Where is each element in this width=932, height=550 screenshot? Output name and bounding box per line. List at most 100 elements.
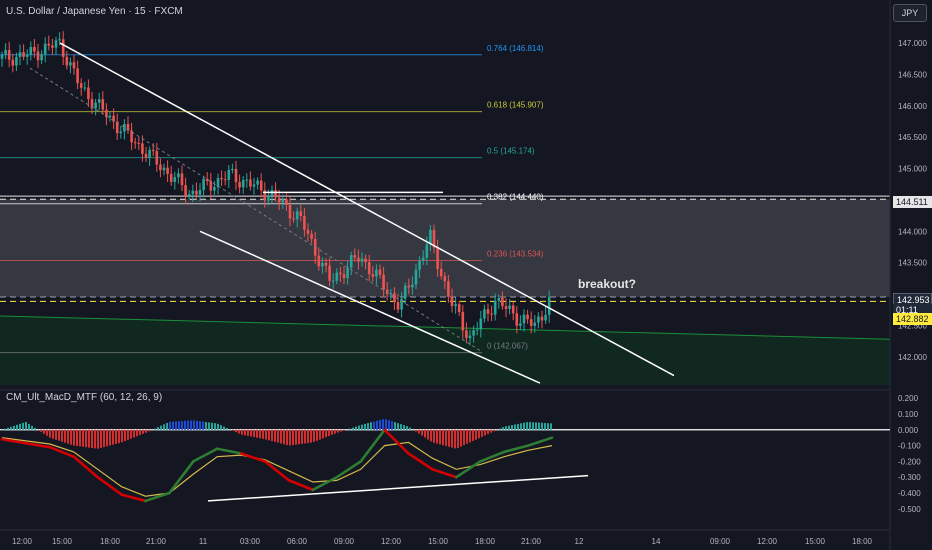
histogram-bar: [373, 421, 375, 430]
histogram-bar: [370, 422, 372, 430]
candle-body: [76, 68, 79, 84]
histogram-bar: [283, 429, 285, 445]
histogram-bar: [532, 422, 534, 430]
price-tick-label: 145.500: [898, 133, 927, 142]
histogram-bar: [292, 429, 294, 446]
histogram-bar: [208, 422, 210, 430]
candle-body: [346, 267, 349, 279]
currency-button[interactable]: JPY: [893, 4, 927, 22]
candle-body: [349, 255, 353, 268]
candle-body: [493, 300, 497, 315]
candle-body: [292, 218, 295, 220]
candle-body: [25, 54, 29, 57]
macd-tick-label: -0.200: [898, 457, 921, 466]
histogram-bar: [103, 429, 105, 448]
histogram-bar: [22, 422, 24, 430]
candle-body: [15, 56, 18, 66]
histogram-bar: [199, 421, 201, 430]
candle-body: [411, 284, 414, 288]
histogram-bar: [154, 428, 156, 430]
histogram-bar: [31, 425, 33, 430]
candle-body: [87, 87, 90, 100]
candle-body: [123, 123, 126, 132]
time-tick-label: 09:00: [334, 537, 355, 546]
candle-body: [51, 45, 54, 48]
histogram-bar: [160, 425, 162, 430]
candle-body: [94, 102, 97, 109]
histogram-bar: [325, 429, 327, 438]
candle-body: [360, 258, 364, 262]
candle-body: [144, 153, 148, 158]
candle-body: [105, 109, 108, 118]
candle-body: [36, 51, 40, 61]
histogram-bar: [340, 429, 342, 432]
candle-body: [367, 262, 371, 275]
macd-line-segment: [144, 491, 171, 503]
histogram-bar: [250, 429, 252, 437]
histogram-bar: [421, 429, 423, 436]
histogram-bar: [76, 429, 78, 447]
macd-line-segment: [431, 468, 458, 479]
histogram-bar: [307, 429, 309, 444]
candle-body: [184, 185, 187, 197]
candle-body: [151, 149, 155, 152]
histogram-bar: [52, 429, 54, 439]
histogram-bar: [445, 429, 447, 447]
histogram-bar: [550, 423, 552, 430]
candle-body: [4, 50, 7, 55]
macd-tick-label: -0.500: [898, 505, 921, 514]
histogram-bar: [280, 429, 282, 444]
histogram-bar: [289, 429, 291, 446]
candle-body: [508, 305, 511, 309]
candle-body: [295, 211, 299, 220]
candle-body: [256, 180, 259, 185]
histogram-bar: [349, 428, 351, 430]
candle-body: [40, 54, 43, 61]
histogram-bar: [121, 429, 123, 443]
histogram-bar: [91, 429, 93, 449]
histogram-bar: [16, 424, 18, 430]
candle-body: [259, 180, 263, 191]
candle-body: [457, 304, 461, 312]
histogram-bar: [523, 422, 525, 430]
candle-body: [213, 187, 216, 191]
histogram-bar: [4, 428, 6, 430]
histogram-bar: [328, 429, 330, 437]
candle-body: [490, 313, 493, 315]
candle-body: [504, 306, 508, 309]
histogram-bar: [244, 429, 246, 436]
candle-body: [277, 197, 281, 203]
candle-body: [83, 87, 87, 89]
time-tick-label: 11: [199, 537, 208, 546]
macd-line-segment: [192, 447, 219, 463]
histogram-bar: [46, 429, 48, 436]
macd-panel: 0.200 0.100 0.000 -0.100 -0.200 -0.300 -0.400 -…: [0, 389, 921, 514]
histogram-bar: [472, 429, 474, 442]
histogram-bar: [400, 424, 402, 430]
candle-body: [483, 309, 486, 319]
histogram-bar: [88, 429, 90, 448]
histogram-bar: [547, 423, 549, 430]
candle-body: [155, 151, 159, 165]
candle-body: [126, 123, 130, 131]
histogram-bar: [475, 429, 477, 440]
time-tick-label: 21:00: [146, 537, 167, 546]
histogram-bar: [274, 429, 276, 442]
macd-line-segment: [0, 437, 28, 445]
histogram-bar: [181, 421, 183, 430]
time-tick-label: 03:00: [240, 537, 261, 546]
histogram-bar: [268, 429, 270, 441]
macd-tick-label: 0.200: [898, 394, 919, 403]
candle-body: [425, 244, 429, 258]
candle-body: [288, 204, 292, 219]
histogram-bar: [43, 429, 45, 434]
candle-body: [249, 179, 252, 187]
histogram-bar: [343, 429, 345, 431]
histogram-bar: [79, 429, 81, 447]
histogram-bar: [490, 429, 492, 433]
macd-line-segment: [96, 475, 123, 496]
candle-body: [400, 298, 403, 310]
breakout-annotation: breakout?: [578, 277, 636, 291]
price-tick-label: 143.500: [898, 259, 927, 268]
